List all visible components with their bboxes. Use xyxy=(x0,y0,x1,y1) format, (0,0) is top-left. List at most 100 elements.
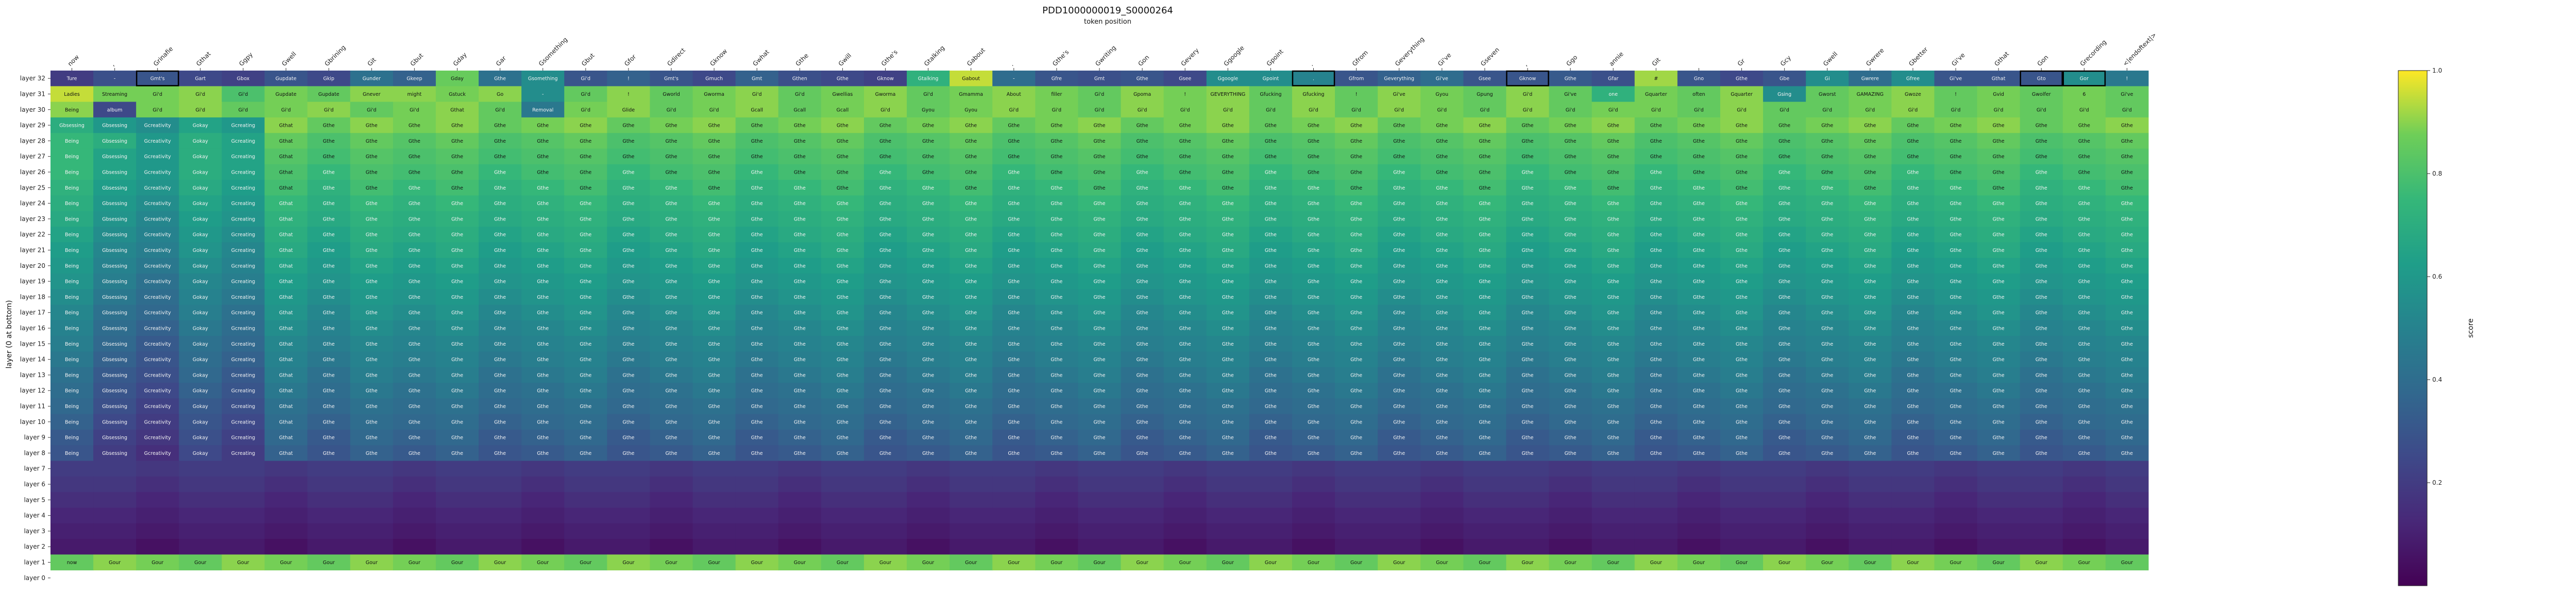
cell-label: Gthe xyxy=(1821,248,1833,253)
cell-label: Gthe xyxy=(751,419,763,425)
heatmap-cell xyxy=(350,242,394,259)
heatmap-cell xyxy=(479,117,522,133)
heatmap-cell xyxy=(1506,211,1550,227)
cell-label: Gthe xyxy=(323,435,335,441)
cell-label: Gour xyxy=(1736,560,1748,566)
heatmap-cell xyxy=(222,554,265,571)
cell-label: Gthe xyxy=(1565,154,1577,160)
heatmap-cell xyxy=(950,289,993,305)
heatmap-cell xyxy=(50,242,94,259)
heatmap-cell xyxy=(1249,461,1293,477)
heatmap-cell xyxy=(1335,461,1378,477)
heatmap-cell xyxy=(50,398,94,415)
heatmap-cell xyxy=(264,71,308,87)
heatmap-cell xyxy=(863,148,907,165)
heatmap-cell xyxy=(1292,398,1335,415)
cell-label: Gcall xyxy=(751,107,763,113)
heatmap-cell xyxy=(1378,554,1421,571)
cell-label: Gthe xyxy=(1265,123,1277,129)
cell-label: Gthe xyxy=(1565,201,1577,207)
heatmap-cell xyxy=(393,507,436,524)
heatmap-cell xyxy=(179,258,222,274)
x-tick-label: . xyxy=(1008,61,1015,68)
heatmap-cell xyxy=(136,86,179,103)
cell-label: Gthe xyxy=(879,185,891,191)
heatmap-cell xyxy=(1677,86,1721,103)
cell-label: Gi'd xyxy=(1480,107,1490,113)
heatmap-cell xyxy=(821,476,865,492)
heatmap-cell xyxy=(1292,180,1335,196)
heatmap-cell xyxy=(1634,164,1678,180)
cell-label: Gthe xyxy=(1479,435,1490,441)
heatmap-cell xyxy=(1506,461,1550,477)
cell-label: Gthe xyxy=(1693,326,1705,332)
heatmap-cell xyxy=(521,367,565,383)
heatmap-cell xyxy=(1463,164,1506,180)
cell-label: Gthe xyxy=(1479,419,1490,425)
heatmap-cell xyxy=(1977,414,2021,430)
heatmap-cell xyxy=(650,242,693,259)
cell-label: Gthe xyxy=(1650,248,1662,253)
cell-label: Gour xyxy=(1436,560,1448,566)
cell-label: Gthe xyxy=(751,216,763,222)
x-tick-label: Ggpy xyxy=(238,51,254,67)
cell-label: Gthe xyxy=(451,248,463,253)
heatmap-cell xyxy=(607,289,650,305)
heatmap-cell xyxy=(1549,180,1592,196)
cell-label: Gthe xyxy=(666,342,677,347)
heatmap-cell xyxy=(222,351,265,368)
cell-label: Gthe xyxy=(1008,419,1020,425)
cell-label: Gi'd xyxy=(1566,107,1575,113)
heatmap-cell xyxy=(1891,86,1935,103)
heatmap-cell xyxy=(863,336,907,352)
cell-label: Gthe xyxy=(1308,372,1319,378)
cell-label: Gi'd xyxy=(923,92,933,97)
cell-label: Gthe xyxy=(1479,310,1490,316)
heatmap-cell xyxy=(350,195,394,212)
heatmap-cell xyxy=(821,320,865,336)
cell-label: Gour xyxy=(1821,560,1833,566)
heatmap-cell xyxy=(950,211,993,227)
cell-label: Gcreating xyxy=(231,435,255,441)
cell-label: Gi'd xyxy=(1052,107,1062,113)
cell-label: Gthe xyxy=(323,123,335,129)
cell-label: Gquarter xyxy=(1731,92,1753,97)
y-tick-label: layer 11 xyxy=(20,403,45,410)
x-tick-label: Gthat xyxy=(195,50,212,67)
heatmap-cell xyxy=(564,148,607,165)
heatmap-cell xyxy=(93,367,137,383)
heatmap-cell xyxy=(1634,101,1678,118)
heatmap-cell xyxy=(1163,180,1207,196)
heatmap-cell xyxy=(393,133,436,149)
cell-label: Gthe xyxy=(708,248,720,253)
cell-label: Gokay xyxy=(193,310,208,316)
heatmap-cell xyxy=(1206,383,1250,399)
heatmap-cell xyxy=(1591,211,1635,227)
heatmap-cell xyxy=(393,383,436,399)
heatmap-cell xyxy=(1677,351,1721,368)
cell-label: Gthe xyxy=(1864,201,1876,207)
cell-label: Gthe xyxy=(1436,342,1448,347)
cell-label: Gthe xyxy=(1693,419,1705,425)
heatmap-cell xyxy=(1549,211,1592,227)
x-axis-label: token position xyxy=(1084,18,1131,26)
heatmap-cell xyxy=(1934,133,1978,149)
cell-label: Gthe xyxy=(1950,419,1962,425)
cell-label: Gthe xyxy=(794,295,806,300)
cell-label: Gi'd xyxy=(1866,107,1875,113)
heatmap-cell xyxy=(435,227,479,243)
heatmap-cell xyxy=(735,336,779,352)
heatmap-cell xyxy=(350,258,394,274)
heatmap-cell xyxy=(1121,507,1164,524)
cell-label: Gthat xyxy=(279,310,293,316)
cell-label: Gthe xyxy=(494,451,506,456)
heatmap-cell xyxy=(1078,289,1122,305)
cell-label: Gthe xyxy=(1179,279,1191,285)
heatmap-cell xyxy=(992,336,1036,352)
cell-label: Gokay xyxy=(193,451,208,456)
heatmap-cell xyxy=(1763,180,1806,196)
heatmap-cell xyxy=(1078,476,1122,492)
heatmap-cell xyxy=(1078,336,1122,352)
x-tick-label: Gbetter xyxy=(1907,46,1929,67)
heatmap-cell xyxy=(1549,320,1592,336)
